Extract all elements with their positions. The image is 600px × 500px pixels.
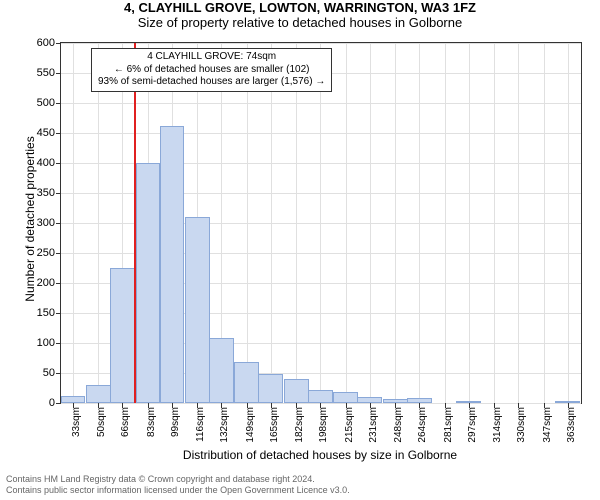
x-tick-label: 248sqm — [393, 407, 404, 443]
histogram-bar — [333, 392, 358, 403]
footer-line-1: Contains HM Land Registry data © Crown c… — [6, 474, 350, 485]
gridline-v — [419, 43, 420, 403]
x-tick-label: 116sqm — [195, 407, 206, 442]
x-tick-label: 231sqm — [368, 407, 379, 443]
histogram-bar — [209, 338, 234, 403]
property-marker-line — [134, 43, 136, 403]
x-tick-label: 33sqm — [71, 407, 82, 437]
histogram-bar — [555, 401, 580, 403]
x-tick-label: 347sqm — [542, 407, 553, 443]
gridline-v — [568, 43, 569, 403]
chart-subtitle: Size of property relative to detached ho… — [0, 15, 600, 30]
histogram-bar — [284, 379, 309, 403]
x-tick-label: 132sqm — [219, 407, 230, 443]
x-tick-label: 297sqm — [467, 407, 478, 443]
histogram-bar — [357, 397, 382, 403]
gridline-v — [518, 43, 519, 403]
histogram-bar — [383, 399, 408, 403]
gridline-v — [320, 43, 321, 403]
gridline-v — [395, 43, 396, 403]
attribution-footer: Contains HM Land Registry data © Crown c… — [6, 474, 350, 496]
annotation-line-3: 93% of semi-detached houses are larger (… — [98, 76, 325, 89]
histogram-bar — [110, 268, 135, 403]
footer-line-2: Contains public sector information licen… — [6, 485, 350, 496]
annotation-line-1: 4 CLAYHILL GROVE: 74sqm — [98, 51, 325, 64]
histogram-bar — [86, 385, 111, 403]
x-tick-label: 83sqm — [146, 407, 157, 437]
x-axis-label: Distribution of detached houses by size … — [60, 448, 580, 462]
histogram-bar — [185, 217, 210, 403]
gridline-v — [247, 43, 248, 403]
x-tick-label: 182sqm — [294, 407, 305, 443]
histogram-bar — [456, 401, 481, 403]
x-tick-label: 215sqm — [344, 407, 355, 443]
chart-title: 4, CLAYHILL GROVE, LOWTON, WARRINGTON, W… — [0, 0, 600, 15]
x-tick-label: 314sqm — [492, 407, 503, 443]
annotation-line-2: ← 6% of detached houses are smaller (102… — [98, 64, 325, 77]
histogram-bar — [61, 396, 86, 403]
x-tick-label: 363sqm — [566, 407, 577, 443]
histogram-bar — [407, 398, 432, 403]
gridline-v — [346, 43, 347, 403]
annotation-box: 4 CLAYHILL GROVE: 74sqm← 6% of detached … — [91, 48, 332, 92]
x-tick-label: 165sqm — [269, 407, 280, 443]
histogram-bar — [308, 390, 333, 403]
gridline-v — [98, 43, 99, 403]
y-axis-label: Number of detached properties — [23, 119, 37, 319]
x-tick-label: 281sqm — [443, 407, 454, 443]
chart-plot-area: 05010015020025030035040045050055060033sq… — [60, 42, 582, 404]
gridline-v — [494, 43, 495, 403]
x-tick-label: 149sqm — [245, 407, 256, 443]
histogram-bar — [234, 362, 259, 403]
x-tick-label: 50sqm — [96, 407, 107, 437]
x-tick-label: 66sqm — [120, 407, 131, 437]
x-tick-label: 99sqm — [170, 407, 181, 437]
histogram-bar — [258, 374, 283, 403]
gridline-v — [544, 43, 545, 403]
histogram-bar — [136, 163, 161, 403]
gridline-v — [73, 43, 74, 403]
gridline-v — [370, 43, 371, 403]
x-tick-label: 198sqm — [318, 407, 329, 443]
gridline-v — [469, 43, 470, 403]
gridline-v — [296, 43, 297, 403]
histogram-bar — [160, 126, 185, 403]
gridline-v — [271, 43, 272, 403]
x-tick-label: 330sqm — [516, 407, 527, 443]
gridline-v — [445, 43, 446, 403]
x-tick-label: 264sqm — [417, 407, 428, 443]
